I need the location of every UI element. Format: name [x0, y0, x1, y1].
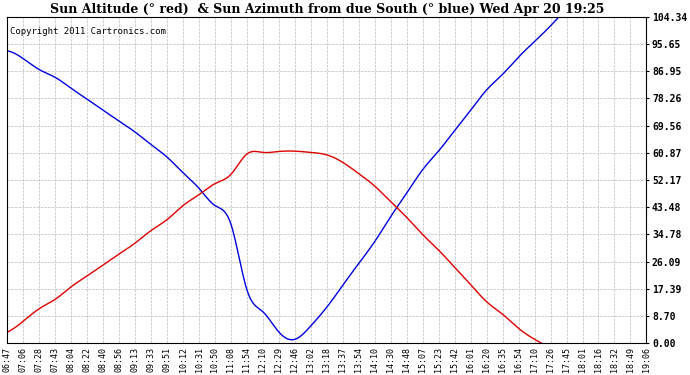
Text: Copyright 2011 Cartronics.com: Copyright 2011 Cartronics.com: [10, 27, 166, 36]
Title: Sun Altitude (° red)  & Sun Azimuth from due South (° blue) Wed Apr 20 19:25: Sun Altitude (° red) & Sun Azimuth from …: [50, 3, 604, 16]
